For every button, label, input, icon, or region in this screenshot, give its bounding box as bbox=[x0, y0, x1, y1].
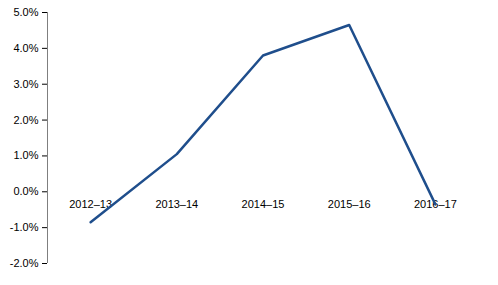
svg-text:2015–16: 2015–16 bbox=[328, 198, 371, 210]
svg-text:2012–13: 2012–13 bbox=[69, 198, 112, 210]
svg-text:2016–17: 2016–17 bbox=[414, 198, 457, 211]
svg-text:2014–15: 2014–15 bbox=[242, 198, 285, 210]
svg-text:0.0%: 0.0% bbox=[13, 185, 38, 197]
svg-text:-2.0%: -2.0% bbox=[10, 257, 39, 269]
svg-text:-1.0%: -1.0% bbox=[10, 221, 39, 233]
svg-text:4.0%: 4.0% bbox=[13, 42, 38, 54]
svg-text:5.0%: 5.0% bbox=[13, 6, 38, 18]
svg-text:1.0%: 1.0% bbox=[13, 149, 38, 161]
svg-text:3.0%: 3.0% bbox=[13, 78, 38, 90]
svg-text:2013–14: 2013–14 bbox=[155, 198, 198, 210]
svg-text:2.0%: 2.0% bbox=[13, 114, 38, 126]
